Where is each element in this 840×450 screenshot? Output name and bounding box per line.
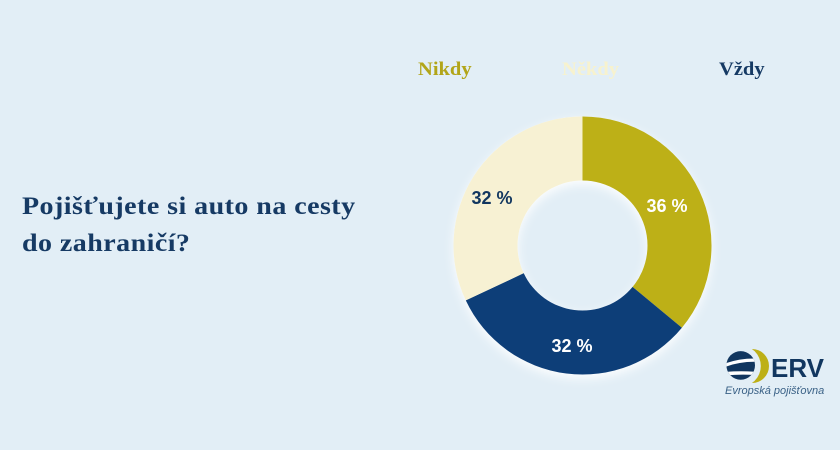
svg-text:ERV: ERV	[771, 353, 825, 383]
svg-text:36 %: 36 %	[646, 196, 687, 216]
svg-text:32 %: 32 %	[551, 336, 592, 356]
svg-text:Evropská pojišťovna: Evropská pojišťovna	[725, 385, 824, 397]
svg-text:32 %: 32 %	[471, 188, 512, 208]
